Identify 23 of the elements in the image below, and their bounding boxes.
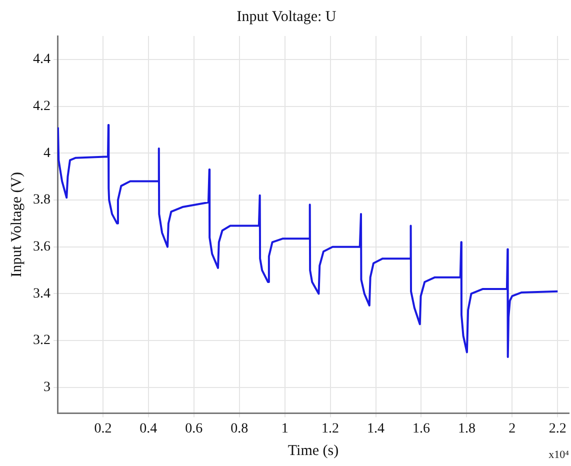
x-tick-label: 1.2 — [322, 421, 340, 436]
y-axis-title: Input Voltage (V) — [8, 172, 25, 278]
x-tick-label: 1.8 — [458, 421, 476, 436]
x-tick-label: 1 — [281, 421, 288, 436]
chart-title: Input Voltage: U — [236, 8, 336, 25]
text: x10⁴ — [548, 449, 570, 461]
x-tick-label: 1.4 — [367, 421, 385, 436]
y-tick-label: 3.4 — [33, 286, 50, 302]
y-tick-label: 4.2 — [33, 98, 50, 114]
y-tick-label: 3.8 — [33, 192, 50, 208]
x-tick-label: 0.4 — [140, 421, 158, 436]
x-tick-label: 0.6 — [185, 421, 203, 436]
y-tick-label: 4.4 — [33, 52, 50, 68]
x-tick-label: 2 — [508, 421, 516, 436]
y-tick-label: 4 — [44, 146, 50, 161]
x-tick-label: 2.2 — [548, 421, 566, 436]
x-axis-title: Time (s) — [288, 442, 339, 459]
x-tick-label: 0.8 — [230, 421, 248, 436]
y-tick-label: 3.2 — [33, 333, 50, 348]
y-tick-label: 3.6 — [33, 240, 50, 255]
x-tick-label: 1.6 — [412, 421, 430, 436]
x-tick-label: 0.2 — [94, 421, 112, 436]
y-tick-label: 3 — [44, 380, 50, 396]
